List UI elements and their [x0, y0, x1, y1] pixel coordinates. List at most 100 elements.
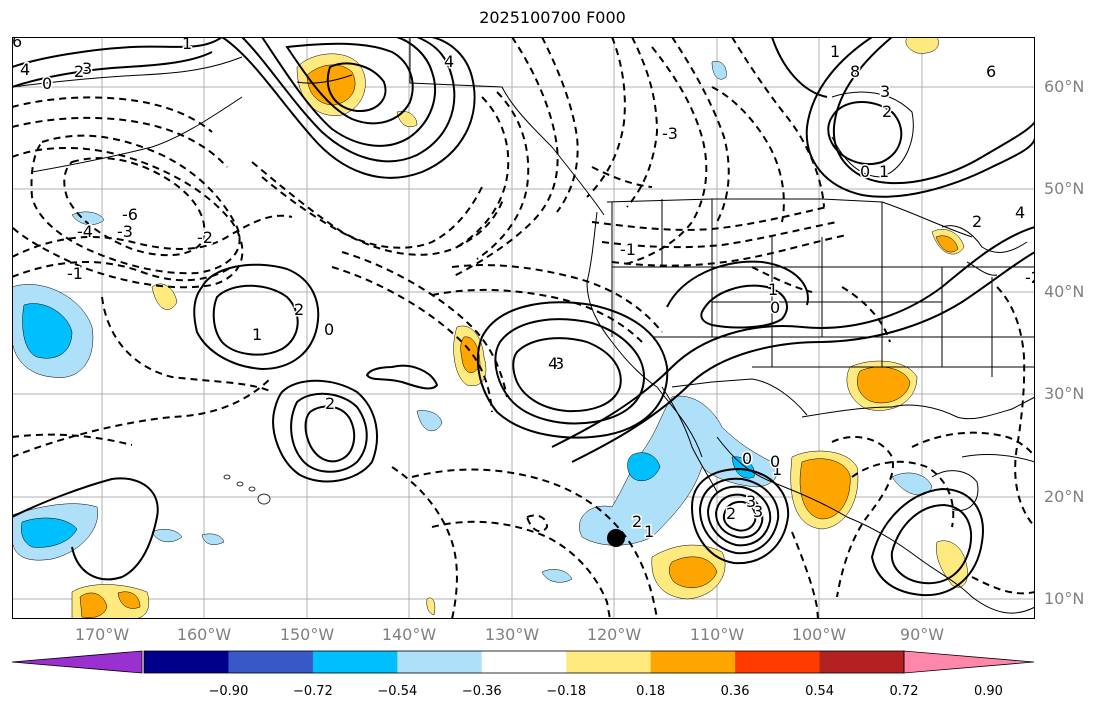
contour-dashed [751, 266, 813, 293]
contour-dashed [731, 37, 825, 208]
solid-contours [12, 37, 1035, 597]
contour-label: 8 [850, 62, 860, 81]
contour-label: 2 [972, 212, 982, 231]
colorbar-segment [397, 651, 483, 673]
colorbar-tick-label: −0.36 [461, 684, 502, 699]
contour-label: 6 [12, 37, 22, 51]
contour-dashed [711, 86, 785, 223]
contour-label: 3 [880, 82, 890, 101]
fill-light-blue [201, 533, 225, 545]
colorbar-segment [144, 651, 229, 673]
contour-dashed [331, 266, 493, 413]
fill-light-yellow [905, 37, 939, 54]
gulf-coast [801, 396, 1035, 420]
colorbar-segment [735, 651, 821, 673]
contour-label: 4 [1015, 203, 1025, 222]
lat-tick-label: 20°N [1044, 487, 1085, 506]
contour-dashed [841, 286, 891, 343]
contour-label: 8 [12, 37, 22, 41]
contour-dashed [431, 520, 611, 619]
contour-solid [241, 37, 456, 163]
fill-light-yellow [151, 283, 178, 310]
contour-solid [890, 503, 972, 585]
gridlines [12, 37, 1035, 619]
fill-orange [117, 591, 141, 609]
contour-dashed [456, 96, 510, 248]
contour-solid [221, 37, 476, 179]
lat-tick-label: 30°N [1044, 384, 1085, 403]
lon-tick-label: 170°W [74, 625, 130, 644]
map-panel: 2346810-1-2-3-4-6231024103210-1-2-341682… [12, 37, 1035, 619]
contour-dashed [971, 576, 1035, 595]
contour-dashed [12, 433, 133, 446]
contour-label: -2 [197, 228, 213, 247]
fill-orange [669, 556, 718, 588]
great-lakes [941, 225, 1028, 276]
fill-light-blue [541, 569, 573, 583]
contour-solid [551, 226, 1035, 448]
colorbar-tick-label: 0.36 [720, 684, 750, 699]
lon-tick-label: 90°W [899, 625, 945, 644]
fill-orange [79, 592, 108, 618]
contour-dashed [476, 91, 530, 260]
lon-tick-label: 140°W [381, 625, 437, 644]
contour-solid [512, 337, 622, 413]
contour-solid [700, 284, 788, 329]
contour-label: -3 [662, 124, 678, 143]
contour-label: 2 [74, 62, 84, 81]
contour-dashed [996, 286, 1035, 528]
contour-solid [290, 392, 368, 473]
contour-label: 0 [860, 162, 870, 181]
fill-light-yellow [426, 597, 436, 616]
dashed-contours [12, 37, 1035, 619]
colorbar-segment [481, 651, 567, 673]
lon-tick-label: 120°W [586, 625, 642, 644]
colorbar-extend-right [903, 650, 1035, 674]
contour-solid [666, 260, 809, 308]
fill-light-blue [579, 395, 778, 546]
contour-label: 2 [632, 512, 642, 531]
yucatan [931, 470, 979, 511]
contour-label: 3 [753, 502, 763, 521]
colorbar-tick-label: 0.72 [889, 684, 919, 699]
colorbar-tick-label: −0.90 [208, 684, 249, 699]
contour-label: -4 [77, 222, 93, 241]
fill-blue [21, 517, 78, 548]
hawaii-island [223, 474, 231, 480]
contour-solid [571, 251, 1035, 463]
hawaii-island [248, 486, 256, 492]
contour-label: 1 [879, 162, 889, 181]
colorbar-tick-label: −0.72 [292, 684, 333, 699]
fill-light-blue [711, 61, 727, 80]
mexico-border [671, 378, 808, 416]
alaska-coast [12, 37, 605, 216]
contour-label: -1 [67, 264, 83, 283]
contour-dashed [391, 466, 458, 619]
contour-dashed [30, 134, 241, 275]
colorbar-tick-label: −0.54 [377, 684, 418, 699]
colorbar-segment [819, 651, 905, 673]
contour-dashed [626, 37, 659, 208]
contour-solid [476, 301, 669, 439]
canada-border [606, 198, 973, 238]
contour-label: 0 [742, 449, 752, 468]
contour-solid [261, 37, 436, 147]
contour-solid [805, 37, 1035, 198]
colorbar-tick-label: 0.54 [805, 684, 835, 699]
contour-solid [706, 485, 772, 547]
contour-label: 3 [746, 492, 756, 511]
contour-solid [285, 42, 414, 125]
fill-light-blue [416, 410, 443, 432]
contour-label: 2 [294, 300, 304, 319]
contour-dashed [911, 431, 1035, 458]
contour-solid [690, 467, 790, 565]
contour-dashed [851, 460, 955, 528]
contour-dashed [251, 161, 483, 249]
contour-solid [193, 263, 320, 371]
contour-label: 6 [986, 62, 996, 81]
fill-light-blue [891, 472, 933, 496]
colorbar-tick-label: 0.90 [973, 684, 1003, 699]
contour-solid [365, 364, 439, 390]
contour-dashed [541, 37, 579, 213]
fill-blue [627, 452, 661, 482]
